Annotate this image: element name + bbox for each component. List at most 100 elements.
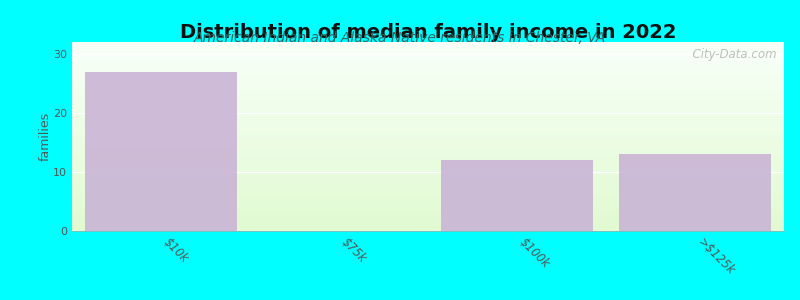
Bar bbox=[72, 152, 784, 153]
Bar bbox=[72, 46, 784, 47]
Bar bbox=[72, 180, 784, 181]
Bar bbox=[72, 127, 784, 128]
Bar bbox=[72, 142, 784, 143]
Bar bbox=[72, 124, 784, 125]
Bar bbox=[72, 173, 784, 174]
Bar bbox=[72, 114, 784, 115]
Bar bbox=[72, 229, 784, 230]
Bar bbox=[72, 89, 784, 90]
Bar bbox=[72, 204, 784, 205]
Bar bbox=[72, 60, 784, 61]
Bar bbox=[72, 137, 784, 138]
Bar bbox=[72, 211, 784, 212]
Bar bbox=[72, 101, 784, 103]
Bar bbox=[72, 193, 784, 194]
Bar bbox=[72, 82, 784, 83]
Bar bbox=[72, 95, 784, 96]
Bar bbox=[72, 130, 784, 131]
Bar bbox=[72, 58, 784, 59]
Bar bbox=[72, 86, 784, 87]
Bar bbox=[72, 48, 784, 49]
Bar bbox=[619, 154, 770, 231]
Text: City-Data.com: City-Data.com bbox=[686, 48, 777, 61]
Bar bbox=[72, 212, 784, 213]
Bar bbox=[72, 179, 784, 180]
Bar bbox=[72, 218, 784, 219]
Bar bbox=[72, 149, 784, 150]
Bar bbox=[72, 141, 784, 142]
Bar bbox=[72, 133, 784, 134]
Bar bbox=[72, 92, 784, 93]
Bar bbox=[72, 119, 784, 120]
Bar bbox=[72, 61, 784, 62]
Bar bbox=[72, 164, 784, 165]
Bar bbox=[72, 161, 784, 162]
Bar bbox=[72, 178, 784, 179]
Bar bbox=[72, 77, 784, 78]
Bar bbox=[72, 74, 784, 75]
Bar bbox=[72, 146, 784, 147]
Bar bbox=[72, 70, 784, 71]
Bar bbox=[72, 217, 784, 218]
Bar bbox=[72, 93, 784, 94]
Bar bbox=[72, 85, 784, 86]
Bar bbox=[72, 190, 784, 191]
Bar bbox=[72, 174, 784, 175]
Bar bbox=[72, 215, 784, 216]
Bar bbox=[72, 129, 784, 130]
Bar bbox=[72, 206, 784, 207]
Bar bbox=[72, 230, 784, 231]
Bar bbox=[72, 197, 784, 198]
Bar bbox=[72, 131, 784, 132]
Bar bbox=[72, 57, 784, 58]
Bar bbox=[72, 198, 784, 199]
Bar bbox=[72, 210, 784, 211]
Bar bbox=[72, 115, 784, 116]
Bar bbox=[72, 202, 784, 203]
Bar bbox=[72, 181, 784, 182]
Bar bbox=[72, 62, 784, 63]
Bar bbox=[72, 165, 784, 166]
Bar bbox=[72, 59, 784, 60]
Bar bbox=[72, 56, 784, 57]
Bar bbox=[72, 167, 784, 168]
Bar bbox=[72, 184, 784, 185]
Bar bbox=[72, 189, 784, 190]
Bar bbox=[72, 44, 784, 45]
Bar bbox=[72, 88, 784, 89]
Bar bbox=[72, 120, 784, 122]
Bar bbox=[72, 214, 784, 215]
Bar bbox=[72, 155, 784, 156]
Bar bbox=[72, 68, 784, 69]
Bar bbox=[72, 138, 784, 139]
Bar bbox=[72, 126, 784, 127]
Bar bbox=[72, 94, 784, 95]
Bar bbox=[72, 166, 784, 167]
Bar bbox=[72, 47, 784, 48]
Bar bbox=[72, 163, 784, 164]
Bar bbox=[72, 213, 784, 214]
Bar bbox=[72, 227, 784, 228]
Bar bbox=[72, 118, 784, 119]
Bar bbox=[72, 200, 784, 201]
Bar bbox=[72, 104, 784, 105]
Bar bbox=[72, 176, 784, 177]
Bar bbox=[72, 134, 784, 135]
Bar bbox=[72, 109, 784, 110]
Bar bbox=[72, 182, 784, 183]
Bar bbox=[72, 183, 784, 184]
Bar bbox=[72, 219, 784, 220]
Bar bbox=[72, 159, 784, 160]
Bar bbox=[72, 135, 784, 136]
Bar bbox=[72, 53, 784, 54]
Bar bbox=[72, 216, 784, 217]
Bar bbox=[72, 226, 784, 227]
Title: Distribution of median family income in 2022: Distribution of median family income in … bbox=[180, 23, 676, 42]
Bar bbox=[72, 207, 784, 208]
Bar bbox=[72, 139, 784, 140]
Bar bbox=[72, 103, 784, 104]
Y-axis label: families: families bbox=[38, 112, 52, 161]
Bar bbox=[72, 123, 784, 124]
Bar bbox=[72, 91, 784, 92]
Bar bbox=[72, 81, 784, 82]
